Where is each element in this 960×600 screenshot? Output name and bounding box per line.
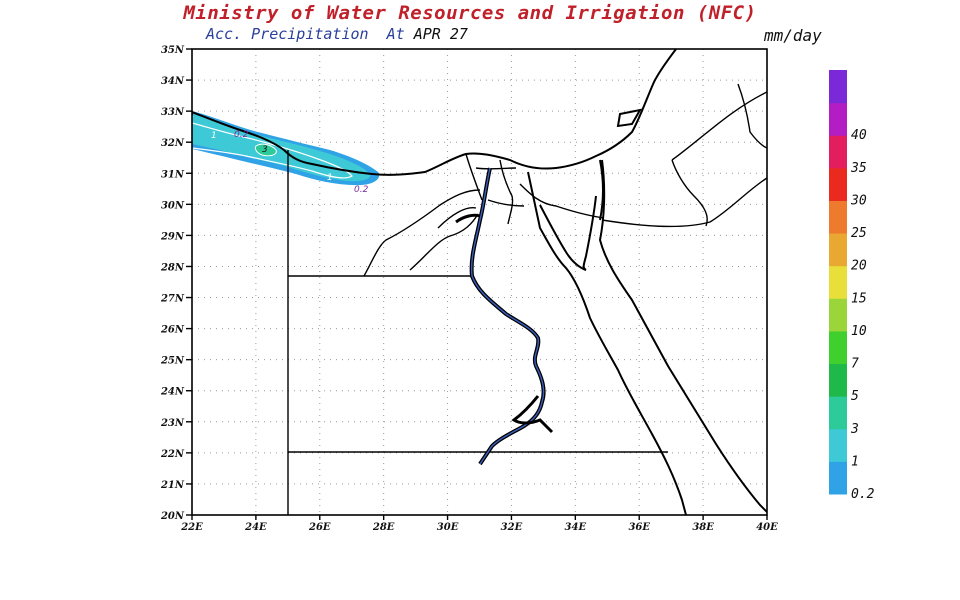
colorbar-label: 5 (851, 389, 859, 404)
gulf-suez (539, 204, 587, 271)
colorbar-segment (829, 167, 847, 201)
colorbar-segment (829, 298, 847, 332)
colorbar-label: 3 (850, 422, 859, 437)
coastlines (192, 49, 767, 515)
lat-tick-label: 24N (160, 387, 185, 398)
lat-tick-label: 30N (161, 200, 185, 211)
colorbar-label: 1 (851, 454, 859, 469)
colorbar-label: 20 (851, 259, 867, 274)
colorbar-segment (829, 70, 847, 104)
colorbar-label: 7 (851, 357, 859, 372)
levant-border-2 (601, 177, 767, 228)
lon-tick-label: 30E (437, 522, 459, 533)
lat-tick-label: 32N (161, 138, 185, 149)
colorbar-label: 10 (851, 324, 867, 339)
gulf-aqaba (582, 195, 597, 271)
colorbar-segment (829, 330, 847, 365)
precip-contour-3 (254, 143, 277, 157)
sinai-east-border (599, 159, 604, 221)
lat-tick-label: 31N (161, 169, 185, 180)
lon-tick-label: 28E (372, 522, 395, 533)
colorbar-label: 35 (850, 161, 867, 176)
lon-tick-label: 36E (628, 522, 650, 533)
colorbar-label: 25 (851, 226, 867, 241)
subtitle-prefix: Acc. Precipitation At (206, 25, 414, 43)
red-sea-west-coast (527, 171, 687, 515)
lon-tick-label: 24E (244, 522, 267, 533)
lat-tick-label: 20N (160, 511, 185, 522)
lake-nasser (511, 395, 554, 434)
lat-tick-label: 21N (160, 480, 185, 491)
lon-tick-label: 26E (308, 522, 331, 533)
contour-label: 3 (262, 145, 268, 155)
lat-axis: 20N 21N 22N 23N 24N 25N 26N 27N 28N 29N 30N 31N 32N 3… (160, 45, 192, 522)
map-subtitle: Acc. Precipitation At APR 27 (206, 25, 468, 43)
contour-label: 1 (327, 173, 333, 183)
lon-tick-label: 38E (692, 522, 714, 533)
lon-tick-label: 32E (501, 522, 523, 533)
map-grid (192, 49, 767, 515)
lat-tick-label: 23N (160, 418, 185, 429)
lat-tick-label: 26N (160, 325, 185, 336)
saudi-line (671, 159, 708, 227)
colorbar-label: 0.2 (851, 487, 875, 502)
colorbar-segment (829, 363, 847, 397)
levant-border-3 (737, 83, 767, 149)
lat-tick-label: 28N (160, 262, 185, 273)
subtitle-date: APR 27 (413, 25, 468, 43)
red-sea-east-coast (598, 159, 767, 513)
lat-tick-label: 22N (160, 449, 185, 460)
colorbar-segment (829, 233, 847, 267)
lat-tick-label: 25N (160, 356, 185, 367)
colorbar-segment (829, 396, 847, 430)
lon-axis: 22E 24E 26E 28E 30E 32E 34E 36E 38E 40E (180, 515, 778, 533)
contour-label: 0.2 (354, 185, 369, 195)
precip-contour-1 (192, 122, 353, 179)
colorbar-segment (829, 428, 847, 462)
units-label: mm/day (764, 26, 822, 45)
colorbar-segment (829, 102, 847, 136)
map-title: Ministry of Water Resources and Irrigati… (183, 2, 757, 24)
contour-labels: 1 0.2 3 1 0.2 (211, 130, 369, 195)
lat-tick-label: 27N (160, 294, 185, 305)
nile-river (469, 167, 554, 466)
lat-tick-label: 34N (161, 76, 185, 87)
map-frame (191, 48, 768, 516)
levant-border-1 (671, 91, 767, 161)
fayoum-lake (455, 213, 481, 224)
cyprus (616, 108, 642, 128)
lat-tick-label: 35N (161, 45, 185, 56)
lat-tick-label: 33N (161, 107, 185, 118)
contour-label: 0.2 (234, 130, 249, 140)
contour-label: 1 (211, 131, 217, 141)
lon-tick-label: 22E (180, 522, 203, 533)
colorbar-segment (829, 200, 847, 234)
political-borders (287, 83, 767, 515)
lon-tick-label: 40E (756, 522, 778, 533)
colorbar-segment (829, 461, 847, 495)
colorbar-label: 40 (851, 128, 867, 143)
colorbar-segment (829, 135, 847, 169)
lat-tick-label: 29N (160, 231, 185, 242)
colorbar-label: 15 (851, 291, 867, 306)
colorbar-label: 30 (850, 193, 867, 208)
lon-tick-label: 34E (565, 522, 587, 533)
governorate-lines (363, 153, 605, 277)
colorbar-segment (829, 265, 847, 299)
nile-water (470, 167, 545, 465)
